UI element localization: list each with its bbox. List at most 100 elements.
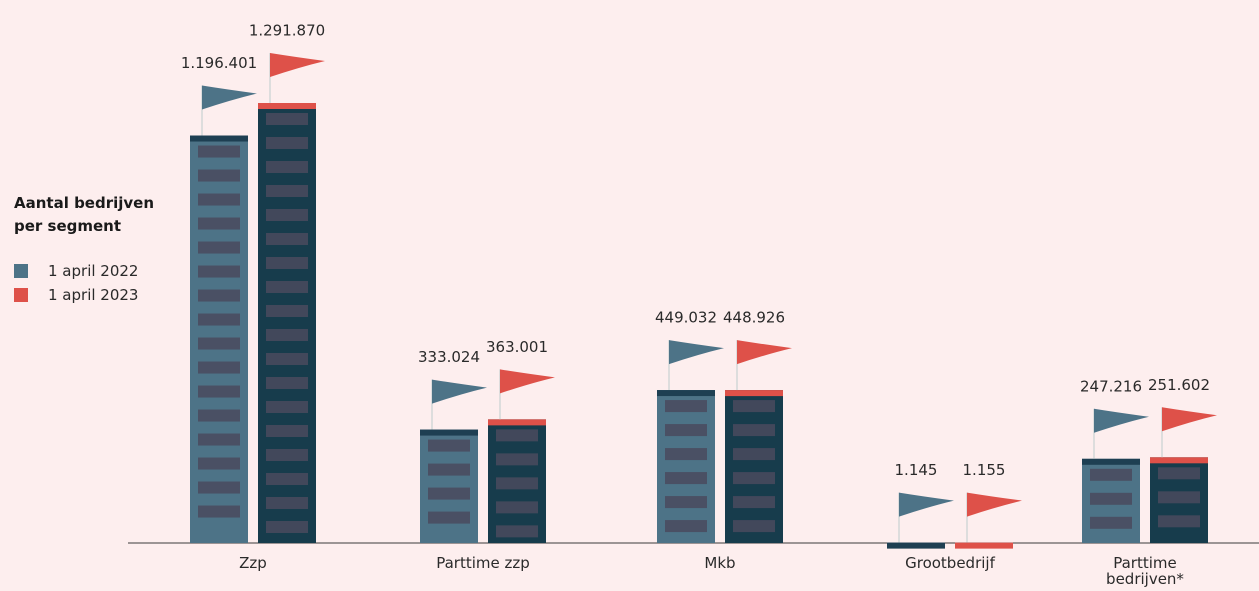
window	[198, 410, 240, 422]
value-label: 448.926	[723, 309, 785, 327]
flag	[899, 493, 954, 517]
roof	[420, 430, 478, 436]
window	[198, 194, 240, 206]
window	[496, 501, 538, 513]
window	[266, 161, 308, 173]
chart: 1.196.401 1.291.870 333.024 363.001 449.032 4…	[0, 0, 1259, 591]
window	[266, 449, 308, 461]
window	[1158, 491, 1200, 503]
window	[733, 472, 775, 484]
flag	[669, 340, 724, 364]
window	[733, 520, 775, 532]
bar	[725, 390, 783, 543]
flag	[500, 369, 555, 393]
value-label: 1.291.870	[249, 22, 325, 40]
window	[266, 233, 308, 245]
legend-swatch	[14, 288, 28, 302]
window	[1090, 469, 1132, 481]
window	[1090, 493, 1132, 505]
window	[1090, 517, 1132, 529]
window	[198, 338, 240, 350]
roof	[1150, 457, 1208, 463]
value-label: 449.032	[655, 309, 717, 327]
window	[733, 448, 775, 460]
window	[428, 512, 470, 524]
window	[496, 525, 538, 537]
window	[428, 440, 470, 452]
window	[665, 496, 707, 508]
window	[428, 488, 470, 500]
flag	[270, 53, 325, 77]
window	[266, 185, 308, 197]
window	[266, 401, 308, 413]
flag	[737, 340, 792, 364]
window	[665, 520, 707, 532]
legend-swatch	[14, 264, 28, 278]
window	[266, 137, 308, 149]
window	[198, 362, 240, 374]
window	[266, 521, 308, 533]
legend-item: 1 april 2022	[14, 262, 138, 280]
chart-svg: 1.196.401 1.291.870 333.024 363.001 449.032 4…	[0, 0, 1259, 591]
x-tick-label: Mkb	[665, 555, 775, 571]
x-tick-label: Grootbedrijf	[895, 555, 1005, 571]
window	[665, 448, 707, 460]
window	[266, 353, 308, 365]
value-label: 1.196.401	[181, 54, 257, 72]
window	[198, 482, 240, 494]
flag	[967, 493, 1022, 517]
window	[198, 434, 240, 446]
window	[733, 496, 775, 508]
window	[198, 290, 240, 302]
window	[198, 458, 240, 470]
window	[198, 386, 240, 398]
window	[733, 424, 775, 436]
legend-label: 1 april 2023	[48, 286, 138, 304]
roof	[657, 390, 715, 396]
flag	[202, 86, 257, 110]
window	[198, 266, 240, 278]
window	[198, 170, 240, 182]
window	[733, 400, 775, 412]
x-tick-label: Parttime zzp	[428, 555, 538, 571]
roof	[488, 419, 546, 425]
window	[266, 257, 308, 269]
window	[496, 453, 538, 465]
window	[198, 506, 240, 518]
x-tick-label: Zzp	[198, 555, 308, 571]
roof	[1082, 459, 1140, 465]
flag	[432, 380, 487, 404]
value-label: 247.216	[1080, 377, 1142, 395]
legend-label: 1 april 2022	[48, 262, 138, 280]
window	[665, 424, 707, 436]
window	[198, 314, 240, 326]
window	[266, 281, 308, 293]
value-label: 1.155	[963, 461, 1006, 479]
window	[198, 218, 240, 230]
legend-item: 1 april 2023	[14, 286, 138, 304]
window	[266, 473, 308, 485]
x-tick-label: Parttime bedrijven*	[1090, 555, 1200, 587]
window	[198, 242, 240, 254]
roof	[955, 543, 1013, 549]
roof	[887, 543, 945, 549]
window	[266, 497, 308, 509]
window	[198, 146, 240, 158]
value-label: 1.145	[895, 461, 938, 479]
window	[496, 429, 538, 441]
flag	[1094, 409, 1149, 433]
value-label: 363.001	[486, 338, 548, 356]
roof	[190, 136, 248, 142]
window	[266, 329, 308, 341]
value-label: 333.024	[418, 348, 480, 366]
window	[665, 472, 707, 484]
window	[266, 305, 308, 317]
flag	[1162, 407, 1217, 431]
window	[1158, 467, 1200, 479]
value-label: 251.602	[1148, 376, 1210, 394]
roof	[725, 390, 783, 396]
roof	[258, 103, 316, 109]
window	[266, 425, 308, 437]
window	[266, 113, 308, 125]
window	[496, 477, 538, 489]
